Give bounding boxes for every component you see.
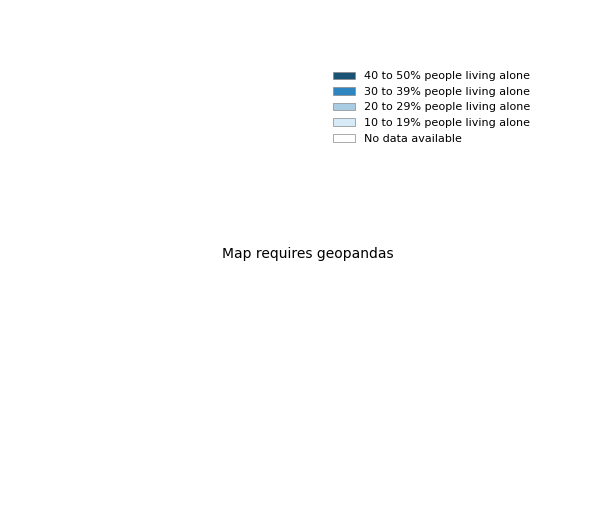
Legend: 40 to 50% people living alone, 30 to 39% people living alone, 20 to 29% people l: 40 to 50% people living alone, 30 to 39%…	[328, 67, 535, 148]
Text: Map requires geopandas: Map requires geopandas	[221, 247, 394, 261]
